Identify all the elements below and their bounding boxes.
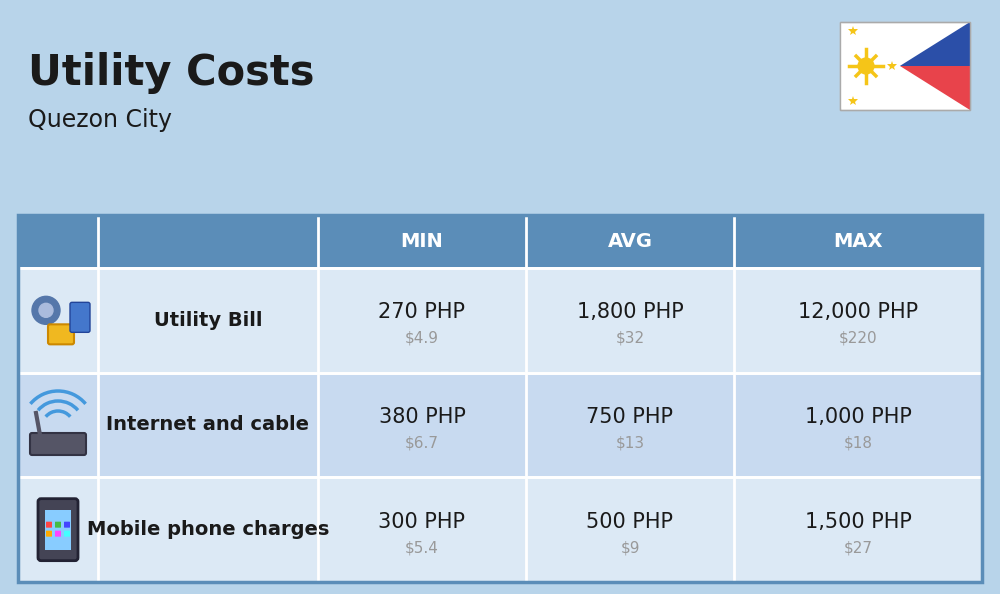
FancyBboxPatch shape — [70, 302, 90, 332]
FancyBboxPatch shape — [55, 530, 61, 536]
Text: 1,800 PHP: 1,800 PHP — [577, 302, 683, 323]
Text: Mobile phone charges: Mobile phone charges — [87, 520, 329, 539]
Text: Internet and cable: Internet and cable — [106, 415, 310, 434]
Text: $220: $220 — [839, 331, 877, 346]
FancyBboxPatch shape — [64, 522, 70, 527]
Polygon shape — [900, 22, 970, 66]
Circle shape — [39, 304, 53, 317]
FancyBboxPatch shape — [30, 433, 86, 455]
Text: $32: $32 — [615, 331, 645, 346]
Text: MIN: MIN — [401, 232, 443, 251]
Text: $27: $27 — [844, 540, 872, 555]
Text: 750 PHP: 750 PHP — [586, 407, 674, 427]
Text: Utility Bill: Utility Bill — [154, 311, 262, 330]
Text: $18: $18 — [844, 435, 872, 450]
Polygon shape — [900, 66, 970, 110]
FancyBboxPatch shape — [45, 510, 71, 549]
FancyBboxPatch shape — [55, 522, 61, 527]
Text: Quezon City: Quezon City — [28, 108, 172, 132]
Text: 500 PHP: 500 PHP — [586, 511, 674, 532]
Text: 12,000 PHP: 12,000 PHP — [798, 302, 918, 323]
Text: 1,000 PHP: 1,000 PHP — [805, 407, 911, 427]
FancyBboxPatch shape — [840, 22, 970, 110]
Text: $5.4: $5.4 — [405, 540, 439, 555]
FancyBboxPatch shape — [18, 215, 982, 268]
Text: AVG: AVG — [608, 232, 652, 251]
Text: $13: $13 — [615, 435, 645, 450]
Text: 270 PHP: 270 PHP — [378, 302, 466, 323]
Text: 300 PHP: 300 PHP — [378, 511, 466, 532]
Text: 1,500 PHP: 1,500 PHP — [805, 511, 911, 532]
FancyBboxPatch shape — [18, 268, 982, 372]
FancyBboxPatch shape — [64, 530, 70, 536]
Text: $9: $9 — [620, 540, 640, 555]
Circle shape — [858, 58, 874, 74]
Text: $6.7: $6.7 — [405, 435, 439, 450]
FancyBboxPatch shape — [48, 324, 74, 345]
Text: $4.9: $4.9 — [405, 331, 439, 346]
Text: Utility Costs: Utility Costs — [28, 52, 314, 94]
Polygon shape — [840, 22, 900, 110]
FancyBboxPatch shape — [38, 499, 78, 561]
Circle shape — [32, 296, 60, 324]
Text: MAX: MAX — [833, 232, 883, 251]
Text: 380 PHP: 380 PHP — [379, 407, 465, 427]
FancyBboxPatch shape — [18, 478, 982, 582]
FancyBboxPatch shape — [46, 522, 52, 527]
FancyBboxPatch shape — [18, 372, 982, 478]
FancyBboxPatch shape — [46, 530, 52, 536]
